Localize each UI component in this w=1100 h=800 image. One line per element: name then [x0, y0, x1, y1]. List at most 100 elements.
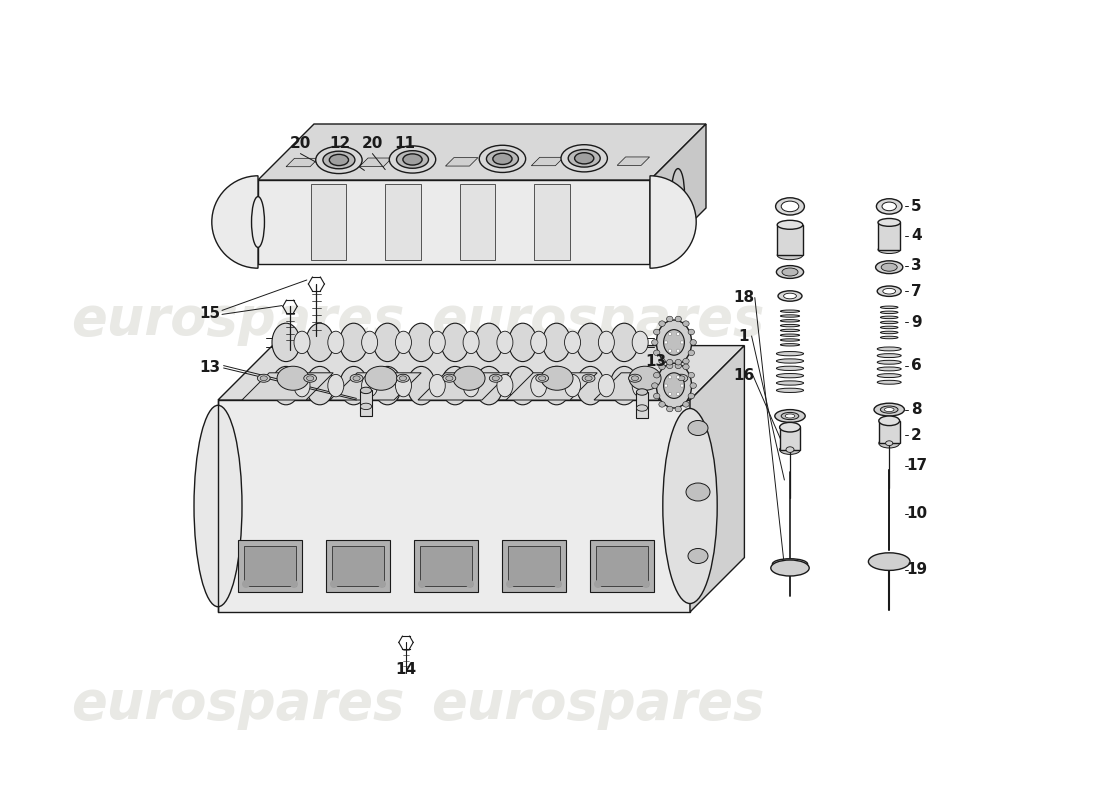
Ellipse shape — [669, 333, 672, 336]
Ellipse shape — [676, 392, 680, 395]
Ellipse shape — [771, 560, 810, 576]
Ellipse shape — [675, 316, 682, 322]
Ellipse shape — [669, 349, 672, 352]
Text: 16: 16 — [733, 369, 755, 383]
Ellipse shape — [690, 339, 696, 346]
Ellipse shape — [492, 376, 499, 381]
Ellipse shape — [657, 363, 692, 408]
Ellipse shape — [350, 374, 363, 382]
Ellipse shape — [365, 366, 397, 390]
Ellipse shape — [340, 366, 367, 405]
Ellipse shape — [675, 406, 682, 412]
Ellipse shape — [194, 406, 242, 606]
Ellipse shape — [361, 403, 372, 410]
Ellipse shape — [399, 376, 407, 381]
Ellipse shape — [667, 363, 673, 369]
Text: 5: 5 — [911, 199, 922, 214]
Ellipse shape — [780, 315, 800, 317]
Bar — [244, 546, 296, 586]
Ellipse shape — [632, 331, 648, 354]
Ellipse shape — [777, 359, 804, 363]
Ellipse shape — [585, 376, 592, 381]
Ellipse shape — [778, 220, 803, 230]
Ellipse shape — [688, 421, 708, 435]
Ellipse shape — [777, 374, 804, 378]
Ellipse shape — [780, 339, 800, 341]
Ellipse shape — [610, 323, 638, 362]
Ellipse shape — [667, 359, 673, 365]
Ellipse shape — [362, 331, 377, 354]
Ellipse shape — [486, 150, 518, 168]
Ellipse shape — [397, 374, 409, 382]
Ellipse shape — [561, 145, 607, 172]
Ellipse shape — [777, 366, 804, 370]
Ellipse shape — [574, 153, 594, 164]
Ellipse shape — [671, 169, 684, 219]
Ellipse shape — [879, 416, 900, 426]
Ellipse shape — [508, 323, 537, 362]
Ellipse shape — [306, 366, 333, 405]
Ellipse shape — [880, 306, 898, 309]
Ellipse shape — [782, 268, 797, 276]
Ellipse shape — [780, 344, 800, 346]
Ellipse shape — [882, 202, 896, 210]
Ellipse shape — [653, 394, 660, 399]
Ellipse shape — [676, 333, 680, 336]
Ellipse shape — [418, 580, 426, 588]
Ellipse shape — [675, 359, 682, 365]
Ellipse shape — [475, 323, 503, 362]
Ellipse shape — [396, 150, 429, 168]
Bar — [311, 184, 346, 260]
Polygon shape — [330, 373, 421, 400]
Ellipse shape — [480, 146, 526, 173]
Ellipse shape — [777, 381, 804, 385]
Ellipse shape — [576, 323, 604, 362]
Ellipse shape — [681, 384, 683, 387]
Ellipse shape — [776, 198, 804, 215]
Wedge shape — [212, 176, 258, 268]
Ellipse shape — [582, 374, 595, 382]
Ellipse shape — [329, 154, 349, 166]
Ellipse shape — [407, 323, 436, 362]
Ellipse shape — [678, 376, 685, 381]
Ellipse shape — [294, 374, 310, 397]
Ellipse shape — [683, 358, 690, 364]
Ellipse shape — [664, 384, 668, 387]
Ellipse shape — [374, 323, 401, 362]
Ellipse shape — [669, 392, 672, 395]
Ellipse shape — [780, 422, 801, 432]
Ellipse shape — [880, 406, 898, 414]
Ellipse shape — [780, 310, 800, 312]
Bar — [637, 392, 648, 418]
Ellipse shape — [632, 374, 648, 397]
Ellipse shape — [772, 558, 807, 570]
Bar — [780, 427, 801, 450]
Ellipse shape — [637, 405, 648, 411]
Ellipse shape — [651, 382, 658, 388]
Ellipse shape — [272, 323, 300, 362]
Ellipse shape — [316, 146, 362, 174]
Text: eurospares: eurospares — [72, 294, 405, 346]
Ellipse shape — [786, 446, 794, 453]
Text: 2: 2 — [911, 428, 922, 442]
Ellipse shape — [463, 374, 480, 397]
Ellipse shape — [881, 263, 898, 271]
Bar — [590, 540, 654, 592]
Ellipse shape — [689, 350, 694, 356]
Text: 1: 1 — [738, 329, 749, 343]
Ellipse shape — [669, 376, 672, 379]
Ellipse shape — [681, 341, 683, 344]
Text: 7: 7 — [911, 284, 922, 298]
Ellipse shape — [328, 331, 344, 354]
Ellipse shape — [880, 326, 898, 329]
Ellipse shape — [446, 376, 453, 381]
Polygon shape — [218, 400, 690, 612]
Ellipse shape — [328, 374, 344, 397]
Ellipse shape — [598, 331, 615, 354]
Ellipse shape — [675, 363, 682, 369]
Ellipse shape — [542, 366, 571, 405]
Text: 4: 4 — [911, 229, 922, 243]
Ellipse shape — [403, 154, 422, 165]
Ellipse shape — [683, 321, 690, 326]
Ellipse shape — [530, 331, 547, 354]
